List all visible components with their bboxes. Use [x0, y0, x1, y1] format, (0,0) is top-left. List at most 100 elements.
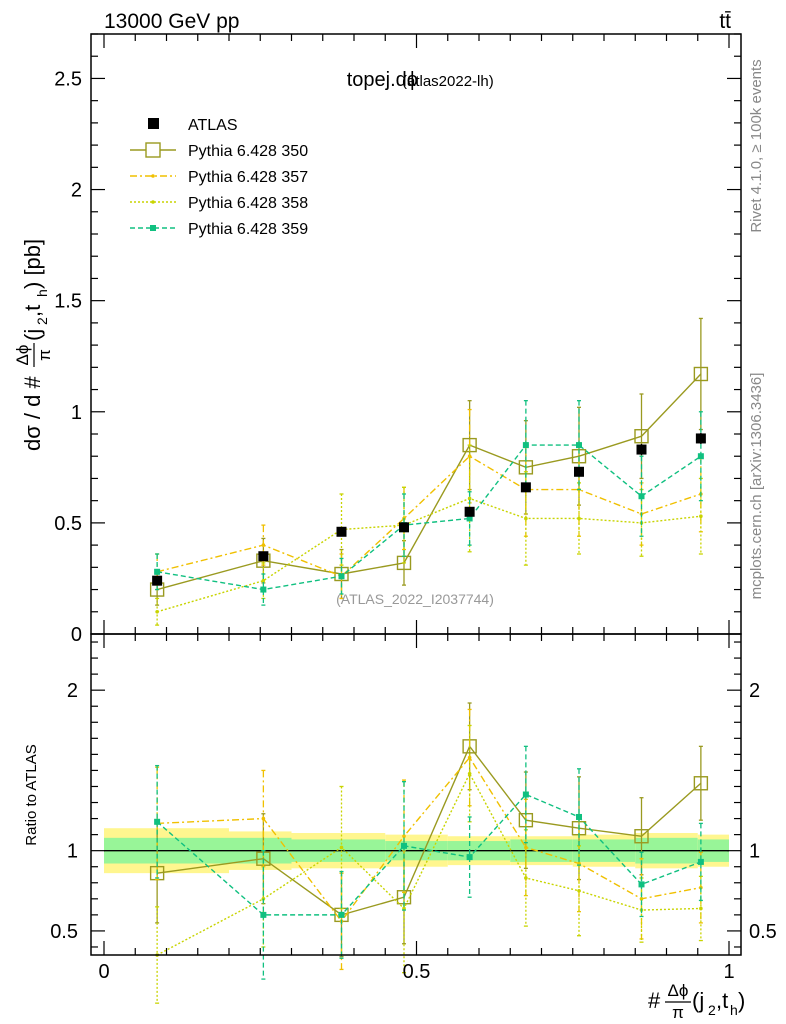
svg-text:π: π: [35, 349, 54, 361]
series-1-point: [467, 454, 472, 459]
ratio-series-3-point: [697, 858, 704, 865]
legend-label-data: ATLAS: [188, 117, 238, 134]
main-panel: 0 0.5 1 1.5 2 2.5: [54, 33, 742, 955]
data-point: [399, 522, 409, 533]
energy-label: 13000 GeV pp: [104, 10, 239, 33]
series-2-point: [577, 516, 581, 521]
series-3-point: [576, 442, 582, 449]
series-0-point: [462, 437, 477, 453]
series-0-point: [693, 366, 709, 382]
x-tick-label: 0.5: [403, 961, 431, 983]
ratio-tick-label: 2: [67, 680, 78, 702]
ratio-series-3-point: [638, 881, 645, 888]
svg-text:): ): [738, 988, 745, 1013]
ratio-frame: [90, 633, 742, 956]
series-3-point: [697, 453, 704, 460]
y-tick-label: 0.5: [54, 513, 82, 535]
ratio-series-3-point: [260, 911, 267, 918]
y-tick-label: 2: [71, 180, 82, 202]
data-point: [258, 551, 269, 562]
svg-text:Δϕ: Δϕ: [668, 981, 689, 1000]
rivet-label: Rivet 4.1.0, ≥ 100k events: [748, 59, 765, 232]
svg-text:2: 2: [708, 1002, 716, 1018]
svg-text:2: 2: [34, 317, 50, 325]
data-point: [336, 526, 347, 537]
x-axis-label: # Δϕ π (j 2 ,t h ): [648, 981, 745, 1022]
ratio-series-2-point: [339, 845, 344, 850]
series-2-point: [467, 496, 472, 501]
legend-marker-2: [151, 200, 155, 204]
process-label: tt̄: [719, 10, 731, 33]
y-tick-label: 2.5: [54, 68, 82, 90]
ratio-series-3-point: [466, 854, 473, 861]
legend-marker-3: [150, 225, 156, 231]
legend-marker-0: [145, 142, 161, 158]
legend-label-0: Pythia 6.428 350: [188, 143, 308, 160]
ratio-series-0-point: [693, 776, 709, 791]
ratio-series-0-point: [634, 829, 649, 844]
ratio-tick-label: 1: [749, 841, 760, 863]
ratio-tick-label: 0.5: [50, 921, 78, 943]
ratio-series-3-point: [522, 791, 529, 798]
series-3-point: [154, 568, 161, 575]
ratio-series-2-point: [402, 906, 406, 911]
x-tick-label: 0: [98, 961, 109, 983]
ratio-y-label: Ratio to ATLAS: [23, 744, 40, 845]
ratio-series-3-point: [154, 818, 161, 825]
ratio-series-2-point: [577, 889, 581, 893]
plot-title: topej.dϕ: [347, 69, 418, 91]
data-point: [520, 482, 531, 493]
series-2-point: [699, 514, 703, 519]
data-point: [695, 433, 706, 444]
svg-text:π: π: [672, 1003, 684, 1022]
ratio-series-2-point: [699, 906, 703, 911]
legend: ATLAS Pythia 6.428 350 Pythia 6.428 357 Pyt…: [130, 117, 308, 238]
svg-text:Δϕ: Δϕ: [13, 345, 32, 366]
ratio-series-2-point: [524, 876, 528, 880]
series-1-line: [156, 455, 702, 578]
ratio-series-3-point: [338, 911, 345, 918]
legend-label-3: Pythia 6.428 359: [188, 221, 308, 238]
ratio-series-2-point: [467, 771, 472, 776]
y-axis-label: dσ / d # Δϕ π (j 2 ,t h ) [pb]: [13, 239, 54, 451]
watermark: (ATLAS_2022_I2037744): [336, 591, 494, 607]
svg-text:(j: (j: [20, 329, 45, 341]
series-2-point: [261, 578, 266, 583]
series-3-point: [338, 573, 345, 580]
ratio-tick-label: 1: [67, 841, 78, 863]
data-point: [636, 444, 647, 455]
svg-text:h: h: [34, 289, 50, 297]
legend-label-1: Pythia 6.428 357: [188, 169, 308, 186]
ratio-tick-label: 2: [749, 680, 760, 702]
ratio-series-3-point: [576, 813, 582, 820]
y-tick-label: 0: [71, 624, 82, 646]
svg-text:dσ / d #: dσ / d #: [20, 376, 45, 451]
svg-text:#: #: [648, 988, 661, 1013]
data-point: [464, 506, 475, 517]
series-3-point: [466, 515, 473, 522]
ratio-series-1-point: [402, 834, 406, 839]
x-tick-label: 1: [723, 961, 734, 983]
svg-text:(j: (j: [692, 988, 704, 1013]
legend-marker-1: [151, 174, 155, 178]
ratio-panel: 0.5 0.5 1 1 2 2 0 0.5 1: [50, 633, 777, 1004]
series-0-line: [156, 373, 702, 591]
series-3-point: [638, 493, 645, 500]
series-2-point: [524, 516, 528, 521]
plot-title-sub: (atlas2022-lh): [402, 73, 494, 90]
y-tick-label: 1: [71, 402, 82, 424]
mcplots-label: mcplots.cern.ch [arXiv:1306.3436]: [748, 373, 765, 600]
y-tick-label: 1.5: [54, 291, 82, 313]
ratio-series-3-point: [401, 842, 407, 849]
svg-text:h: h: [730, 1002, 738, 1018]
ratio-tick-label: 0.5: [749, 921, 777, 943]
legend-marker-data: [148, 118, 159, 129]
svg-text:) [pb]: ) [pb]: [20, 239, 45, 289]
ratio-series-0-line: [157, 744, 702, 916]
ratio-series-1-point: [261, 816, 266, 821]
svg-text:,t: ,t: [716, 988, 728, 1013]
series-1-point: [261, 543, 266, 547]
series-3-point: [260, 586, 267, 593]
series-3-point: [522, 442, 529, 449]
